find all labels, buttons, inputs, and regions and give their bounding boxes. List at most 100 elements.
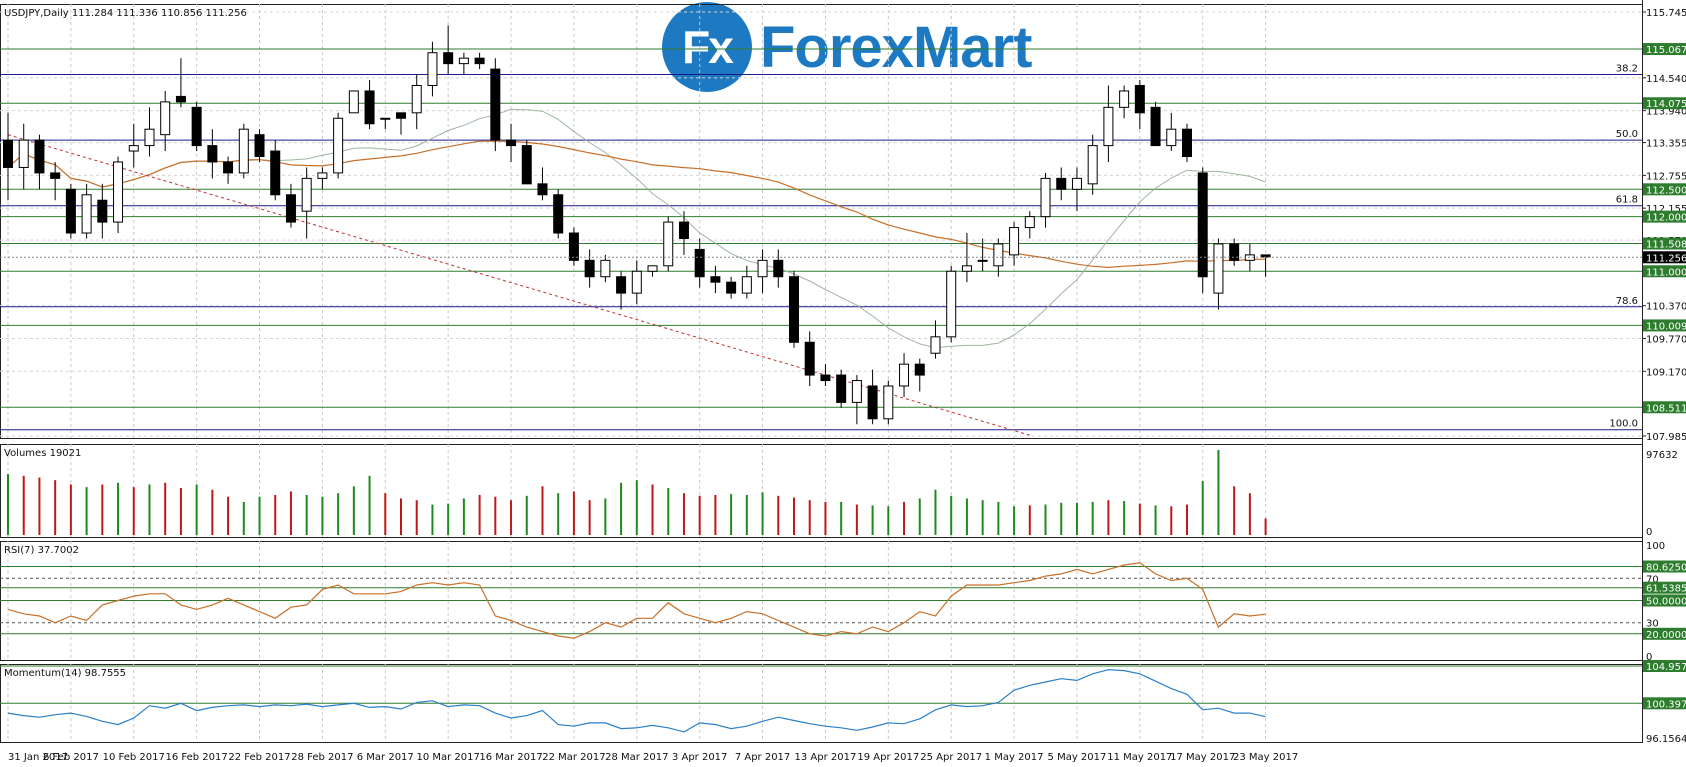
candle-body: [663, 221, 674, 267]
x-tick-label: 7 Apr 2017: [735, 752, 790, 763]
candle: [1056, 167, 1067, 201]
x-tick-label: 6 Feb 2017: [43, 752, 99, 763]
candle-body: [741, 276, 752, 294]
rsi-line: [7, 562, 1266, 639]
level-badge: [1643, 97, 1686, 110]
candle: [474, 52, 485, 70]
candle: [1040, 172, 1051, 228]
candle: [537, 167, 548, 201]
fib-level-label: 78.6: [1616, 296, 1638, 307]
price-y-tick-label: 110.370: [1646, 302, 1686, 313]
rsi-level-badge: [1643, 627, 1686, 640]
candle-body: [1229, 243, 1240, 261]
fib-level-label: 50.0: [1616, 129, 1638, 140]
volume-y-tick-label: 97632: [1646, 450, 1678, 461]
candle-body: [348, 90, 359, 114]
candle-body: [993, 243, 1004, 267]
fib-level-label: 38.2: [1616, 64, 1638, 75]
momentum-level-label: 104.9574: [1646, 662, 1686, 673]
candle: [710, 265, 721, 294]
candle-body: [1103, 106, 1114, 147]
candle-body: [1166, 128, 1177, 147]
level-badge-label: 114.075: [1646, 99, 1686, 110]
candle-body: [710, 276, 721, 283]
candle-body: [3, 139, 13, 168]
x-tick-label: 28 Mar 2017: [605, 752, 668, 763]
candle-body: [175, 95, 186, 103]
candle-body: [1071, 177, 1082, 190]
candle: [993, 238, 1004, 277]
level-badge: [1643, 401, 1686, 414]
candle: [789, 271, 799, 348]
candle-body: [113, 161, 124, 223]
candle-body: [914, 363, 925, 376]
candle: [18, 123, 29, 190]
logo-mark-icon: Fx: [662, 2, 752, 92]
candle-body: [537, 183, 548, 196]
candle-body: [333, 117, 344, 174]
momentum-y-tick-label: 96.1564: [1646, 734, 1686, 745]
candle-body: [553, 194, 564, 234]
candle-body: [883, 385, 894, 420]
candle-body: [364, 90, 375, 125]
candle-body: [1197, 172, 1208, 278]
candle-body: [647, 265, 658, 272]
rsi-y-tick-label: 30: [1646, 619, 1659, 630]
x-tick-label: 22 Feb 2017: [228, 752, 290, 763]
candle-body: [411, 84, 422, 114]
candle: [1213, 238, 1224, 310]
ma-slow-line: [7, 140, 1266, 269]
candle: [726, 276, 737, 299]
candle-body: [1024, 216, 1035, 229]
logo-mark-text: Fx: [682, 21, 734, 73]
candle: [285, 183, 296, 228]
level-badge-label: 115.067: [1646, 45, 1686, 56]
forexmart-logo: Fx ForexMart: [662, 0, 1032, 94]
level-badge-label: 112.500: [1646, 185, 1686, 196]
momentum-pane-title: Momentum(14) 98.7555: [4, 668, 126, 679]
candle: [584, 249, 595, 288]
candle: [97, 183, 108, 239]
level-badge: [1643, 43, 1686, 56]
candle: [81, 183, 92, 239]
logo-wordmark: ForexMart: [760, 14, 1032, 80]
candle: [946, 265, 957, 343]
candle: [506, 123, 517, 162]
candle-body: [616, 276, 627, 294]
fib-level-label: 61.8: [1616, 195, 1638, 206]
candle-body: [631, 270, 642, 294]
candle-body: [773, 259, 784, 278]
fib-level-label: 100.0: [1609, 419, 1638, 430]
candle-body: [443, 52, 454, 65]
x-tick-label: 5 May 2017: [1048, 752, 1107, 763]
candle-body: [238, 128, 249, 174]
candle: [757, 249, 768, 294]
candle-body: [144, 128, 155, 147]
candle-body: [678, 221, 689, 239]
candle-body: [836, 374, 847, 403]
candle-body: [1119, 90, 1130, 108]
x-tick-label: 16 Mar 2017: [479, 752, 542, 763]
x-tick-label: 28 Feb 2017: [291, 752, 353, 763]
volume-y-tick-label: 0: [1646, 527, 1652, 538]
rsi-level-label: 61.5385: [1646, 584, 1686, 595]
candle-body: [380, 117, 391, 120]
candle: [458, 52, 469, 75]
level-badge-label: 111.508: [1646, 240, 1686, 251]
candle-body: [285, 194, 296, 223]
candle-body: [584, 259, 595, 278]
candle: [568, 227, 579, 266]
candle-body: [317, 172, 328, 179]
candle-body: [899, 363, 910, 387]
pane-frame-vol: [0, 444, 1643, 538]
price-y-tick-label: 112.755: [1646, 171, 1686, 182]
candle: [930, 320, 941, 359]
candle: [254, 129, 265, 162]
candle: [1103, 85, 1114, 162]
candle: [1150, 101, 1161, 147]
candle: [65, 183, 76, 239]
candle-body: [1087, 145, 1098, 185]
candle: [380, 117, 391, 130]
candle: [144, 107, 155, 157]
